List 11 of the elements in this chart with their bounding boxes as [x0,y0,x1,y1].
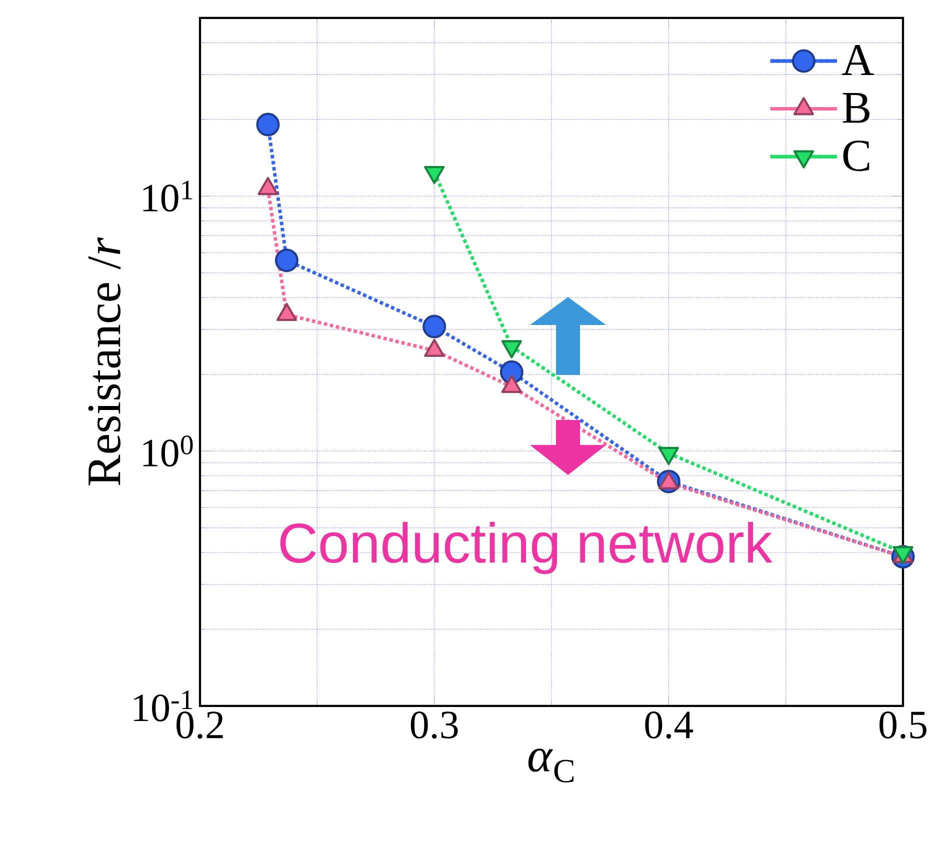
x-axis-title: α$_{C}$ [528,748,574,782]
legend-label: A [842,45,874,75]
y-tick-label: 10$^{1}$ [143,180,192,212]
annotation: Conducting network [280,522,772,574]
y-axis-title: Resistance /r [88,237,121,486]
y-tick-label: 10$^{0}$ [143,436,193,467]
x-tick-label: 0.3 [410,712,458,739]
legend-label: C [843,140,870,172]
x-tick-label: 0.5 [880,712,926,739]
x-tick-label: 0.4 [645,712,694,739]
legend-label: B [842,92,870,123]
